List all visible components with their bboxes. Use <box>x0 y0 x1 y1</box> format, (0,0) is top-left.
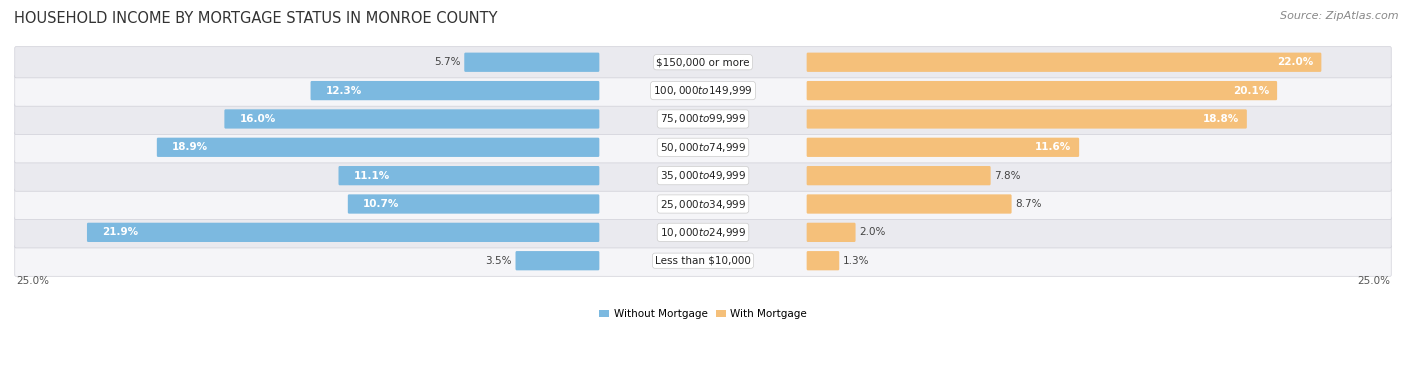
Text: 7.8%: 7.8% <box>994 170 1021 181</box>
FancyBboxPatch shape <box>516 251 599 270</box>
Text: 1.3%: 1.3% <box>842 256 869 266</box>
Text: 21.9%: 21.9% <box>103 227 138 237</box>
FancyBboxPatch shape <box>14 188 1392 220</box>
Text: 3.5%: 3.5% <box>485 256 512 266</box>
FancyBboxPatch shape <box>807 53 1322 72</box>
FancyBboxPatch shape <box>807 81 1277 100</box>
FancyBboxPatch shape <box>14 217 1392 248</box>
Text: HOUSEHOLD INCOME BY MORTGAGE STATUS IN MONROE COUNTY: HOUSEHOLD INCOME BY MORTGAGE STATUS IN M… <box>14 11 498 26</box>
Text: 18.8%: 18.8% <box>1202 114 1239 124</box>
Text: 20.1%: 20.1% <box>1233 85 1270 96</box>
Text: 22.0%: 22.0% <box>1277 57 1313 67</box>
Text: $50,000 to $74,999: $50,000 to $74,999 <box>659 141 747 154</box>
FancyBboxPatch shape <box>807 194 1011 214</box>
Text: 10.7%: 10.7% <box>363 199 399 209</box>
FancyBboxPatch shape <box>807 251 839 270</box>
Text: $150,000 or more: $150,000 or more <box>657 57 749 67</box>
FancyBboxPatch shape <box>464 53 599 72</box>
Text: Source: ZipAtlas.com: Source: ZipAtlas.com <box>1281 11 1399 21</box>
Text: $75,000 to $99,999: $75,000 to $99,999 <box>659 112 747 125</box>
Text: 11.6%: 11.6% <box>1035 142 1071 152</box>
Text: $25,000 to $34,999: $25,000 to $34,999 <box>659 197 747 211</box>
FancyBboxPatch shape <box>14 132 1392 163</box>
FancyBboxPatch shape <box>14 46 1392 78</box>
FancyBboxPatch shape <box>14 103 1392 135</box>
FancyBboxPatch shape <box>807 138 1080 157</box>
FancyBboxPatch shape <box>14 160 1392 191</box>
Text: 12.3%: 12.3% <box>326 85 361 96</box>
Text: $100,000 to $149,999: $100,000 to $149,999 <box>654 84 752 97</box>
Text: 18.9%: 18.9% <box>172 142 208 152</box>
FancyBboxPatch shape <box>339 166 599 185</box>
Text: 2.0%: 2.0% <box>859 227 886 237</box>
FancyBboxPatch shape <box>807 109 1247 129</box>
Text: 16.0%: 16.0% <box>239 114 276 124</box>
FancyBboxPatch shape <box>807 223 856 242</box>
FancyBboxPatch shape <box>87 223 599 242</box>
FancyBboxPatch shape <box>157 138 599 157</box>
Text: $35,000 to $49,999: $35,000 to $49,999 <box>659 169 747 182</box>
FancyBboxPatch shape <box>225 109 599 129</box>
Text: 11.1%: 11.1% <box>354 170 389 181</box>
FancyBboxPatch shape <box>14 75 1392 106</box>
Text: 25.0%: 25.0% <box>1357 276 1391 286</box>
FancyBboxPatch shape <box>311 81 599 100</box>
FancyBboxPatch shape <box>807 166 991 185</box>
Text: 5.7%: 5.7% <box>434 57 461 67</box>
Text: 8.7%: 8.7% <box>1015 199 1042 209</box>
Legend: Without Mortgage, With Mortgage: Without Mortgage, With Mortgage <box>595 305 811 324</box>
Text: $10,000 to $24,999: $10,000 to $24,999 <box>659 226 747 239</box>
Text: 25.0%: 25.0% <box>15 276 49 286</box>
Text: Less than $10,000: Less than $10,000 <box>655 256 751 266</box>
FancyBboxPatch shape <box>14 245 1392 276</box>
FancyBboxPatch shape <box>347 194 599 214</box>
